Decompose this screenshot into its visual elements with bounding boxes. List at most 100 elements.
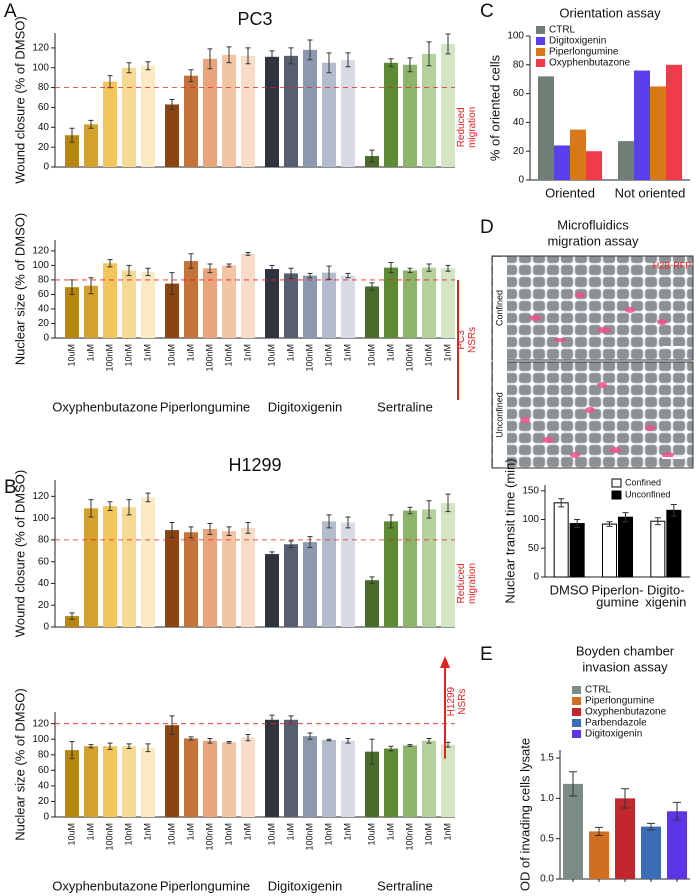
bar xyxy=(141,271,155,338)
error-bar xyxy=(369,576,375,584)
bar xyxy=(222,742,236,817)
annotation: migration xyxy=(467,107,478,148)
y-tick-label: 80 xyxy=(38,535,50,546)
y-tick-label: 120 xyxy=(32,43,49,54)
bar xyxy=(84,285,98,338)
x-tick-label: Not oriented xyxy=(615,185,686,200)
bar xyxy=(241,737,255,817)
bar xyxy=(650,86,666,180)
error-bar xyxy=(226,263,232,268)
bar xyxy=(84,124,98,167)
legend-swatch xyxy=(536,26,545,34)
chart-title: Microfluidics xyxy=(557,217,629,232)
microscopy-image: H2B-RFP Confined Unconfined xyxy=(491,255,694,469)
y-axis-label: Wound closure (% of DMSO) xyxy=(12,16,27,183)
panel-label: E xyxy=(480,644,493,665)
bar xyxy=(303,542,317,627)
x-tick-label: 100nM xyxy=(404,823,414,851)
error-bar xyxy=(169,715,175,736)
bar xyxy=(122,746,136,817)
bar xyxy=(65,287,79,338)
error-bar xyxy=(407,267,413,274)
bar xyxy=(422,267,436,338)
error-bar xyxy=(407,744,413,747)
bar xyxy=(341,59,355,167)
y-tick-label: 100 xyxy=(32,513,49,524)
error-bar xyxy=(88,744,94,749)
error-bar xyxy=(673,801,681,821)
error-bar xyxy=(574,519,581,529)
error-bar xyxy=(169,521,175,539)
bar xyxy=(553,502,569,578)
panel-label: C xyxy=(480,1,494,22)
bar xyxy=(122,507,136,627)
x-tick-label: 1nM xyxy=(242,344,252,362)
error-bar xyxy=(388,745,394,752)
y-tick-label: 60 xyxy=(38,289,50,300)
group-label: Piperlongumine xyxy=(160,878,250,893)
y-tick-label: 100 xyxy=(32,260,49,271)
x-tick-label: 1nM xyxy=(442,344,452,362)
unconfined-image xyxy=(491,361,694,469)
bar xyxy=(284,719,298,817)
bar xyxy=(365,286,379,338)
legend-swatch xyxy=(611,490,622,500)
error-bar xyxy=(88,119,94,129)
error-bar xyxy=(245,47,251,65)
bar xyxy=(384,62,398,167)
bar xyxy=(103,81,117,167)
legend-swatch xyxy=(572,686,581,694)
bar xyxy=(365,751,379,817)
error-bar xyxy=(207,263,213,274)
error-bar xyxy=(107,501,113,511)
x-tick-label: 1nM xyxy=(142,344,152,362)
panel-label: A xyxy=(4,1,17,22)
error-bar xyxy=(307,536,313,549)
bar xyxy=(203,268,217,338)
error-bar xyxy=(326,265,332,280)
x-tick-label: 1nM xyxy=(142,823,152,841)
bar xyxy=(303,49,317,168)
error-bar xyxy=(188,69,194,83)
legend-label: Piperlongumine xyxy=(585,696,655,707)
y-axis-label: OD of invading cells lysate xyxy=(517,738,532,891)
error-bar xyxy=(606,521,613,527)
x-tick-label: 100nM xyxy=(404,344,414,372)
error-bar xyxy=(207,523,213,535)
annotation: migration xyxy=(467,563,478,604)
x-tick-label: 1uM xyxy=(385,823,395,841)
y-tick-label: 0 xyxy=(43,622,49,633)
bar xyxy=(667,811,687,879)
chart-title: migration assay xyxy=(547,233,639,248)
bar xyxy=(222,54,236,167)
group-label: Oxyphenbutazone xyxy=(52,399,158,414)
bar xyxy=(265,719,279,817)
error-bar xyxy=(345,272,351,279)
x-tick-label: 10uM xyxy=(266,344,276,367)
bar xyxy=(122,67,136,167)
bar xyxy=(441,268,455,338)
bar xyxy=(618,516,633,578)
bar xyxy=(165,725,179,817)
y-tick-label: 100 xyxy=(507,31,524,42)
x-tick-label: DMSO xyxy=(550,582,589,597)
bar xyxy=(563,783,583,879)
bar xyxy=(341,275,355,338)
bar xyxy=(184,261,198,338)
error-bar xyxy=(407,57,413,73)
annotation: NSRs xyxy=(457,689,468,715)
y-tick-label: 40 xyxy=(38,578,50,589)
legend-label: Parbendazole xyxy=(585,718,647,729)
error-bar xyxy=(426,737,432,744)
bar xyxy=(241,253,255,338)
unconfined-label: Unconfined xyxy=(494,392,504,438)
bar xyxy=(422,53,436,167)
error-bar xyxy=(595,826,603,836)
y-tick-label: 120 xyxy=(32,718,49,729)
y-tick-label: 40 xyxy=(38,781,50,792)
bar xyxy=(322,521,336,627)
error-bar xyxy=(326,52,332,74)
bar xyxy=(641,826,661,879)
bar xyxy=(165,530,179,627)
